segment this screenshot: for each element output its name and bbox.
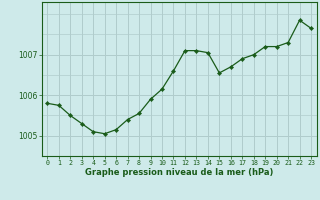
X-axis label: Graphe pression niveau de la mer (hPa): Graphe pression niveau de la mer (hPa) <box>85 168 273 177</box>
